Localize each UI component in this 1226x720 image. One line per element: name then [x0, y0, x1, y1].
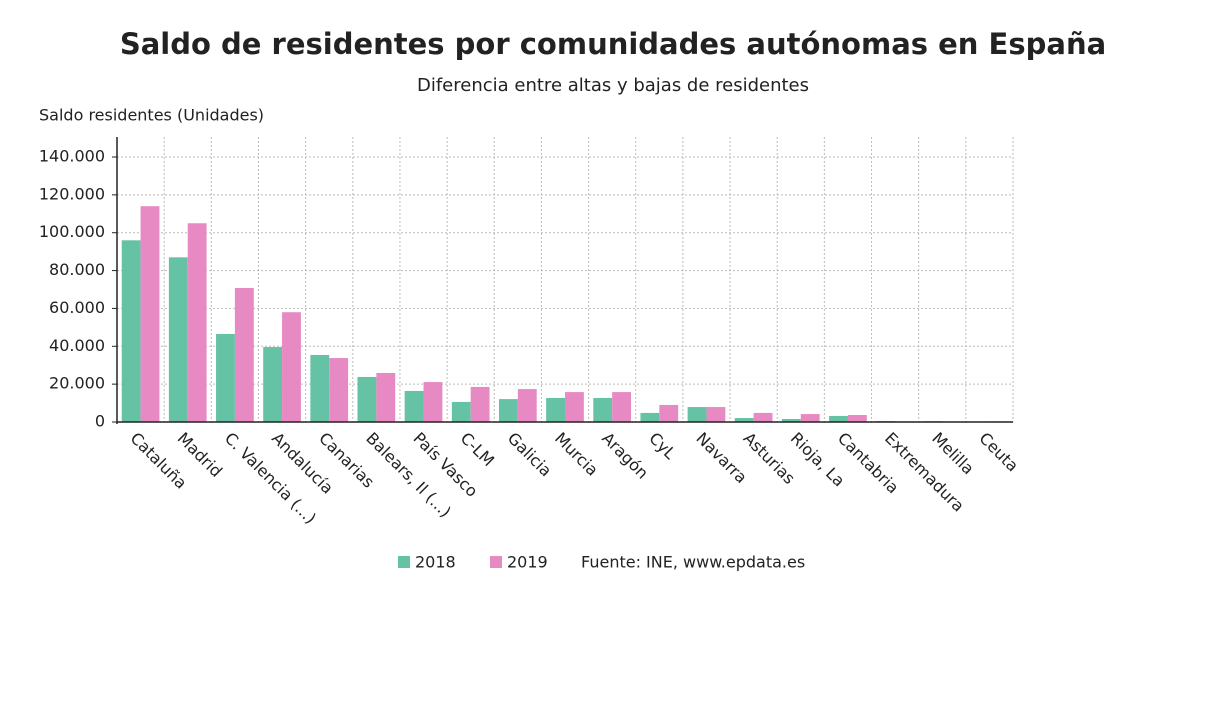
y-tick-label: 80.000: [49, 260, 105, 279]
bar: [168, 257, 188, 422]
bar: [234, 287, 254, 422]
x-tick-label: C-LM: [457, 429, 498, 470]
x-tick-label: Murcia: [551, 429, 602, 480]
bar: [376, 372, 396, 422]
y-tick-label: 20.000: [49, 374, 105, 393]
chart-subtitle: Diferencia entre altas y bajas de reside…: [417, 75, 809, 96]
bar: [498, 399, 518, 422]
bar: [263, 347, 283, 422]
bar: [329, 358, 349, 422]
bar: [517, 389, 537, 422]
bar: [781, 418, 801, 422]
bar: [687, 407, 707, 422]
bar: [121, 240, 141, 422]
bar: [640, 412, 660, 422]
bar: [565, 392, 584, 422]
bar: [593, 397, 613, 422]
x-tick-label: CyL: [645, 429, 679, 463]
source-note: Fuente: INE, www.epdata.es: [581, 553, 805, 572]
bar: [404, 390, 424, 422]
bar: [612, 392, 632, 422]
bar: [357, 376, 377, 422]
chart-title: Saldo de residentes por comunidades autó…: [120, 27, 1106, 61]
bar: [470, 386, 490, 422]
bar: [546, 397, 565, 422]
legend-label: 2018: [415, 553, 456, 572]
bar: [659, 404, 679, 422]
x-tick-label: Navarra: [692, 429, 751, 488]
bar: [187, 223, 207, 422]
bar: [423, 382, 443, 422]
bar: [310, 354, 330, 422]
legend-label: 2019: [507, 553, 548, 572]
legend-swatch: [490, 556, 502, 568]
bar: [140, 206, 160, 422]
y-tick-label: 60.000: [49, 298, 105, 317]
bar: [734, 418, 754, 422]
y-tick-label: 0: [95, 412, 105, 431]
bar: [451, 401, 471, 422]
y-tick-label: 140.000: [39, 147, 105, 166]
legend-swatch: [398, 556, 410, 568]
bar: [800, 414, 820, 422]
bar: [706, 407, 726, 422]
bar: [216, 333, 235, 422]
bar: [829, 415, 848, 422]
x-tick-label: Ceuta: [975, 429, 1022, 476]
bar: [847, 414, 867, 422]
y-tick-label: 120.000: [39, 184, 105, 203]
bar: [282, 312, 301, 422]
x-tick-label: Aragón: [598, 429, 652, 483]
y-axis-label: Saldo residentes (Unidades): [39, 106, 264, 125]
y-tick-label: 40.000: [49, 336, 105, 355]
x-tick-label: Galicia: [504, 429, 556, 481]
bar: [753, 412, 773, 422]
y-tick-label: 100.000: [39, 222, 105, 241]
